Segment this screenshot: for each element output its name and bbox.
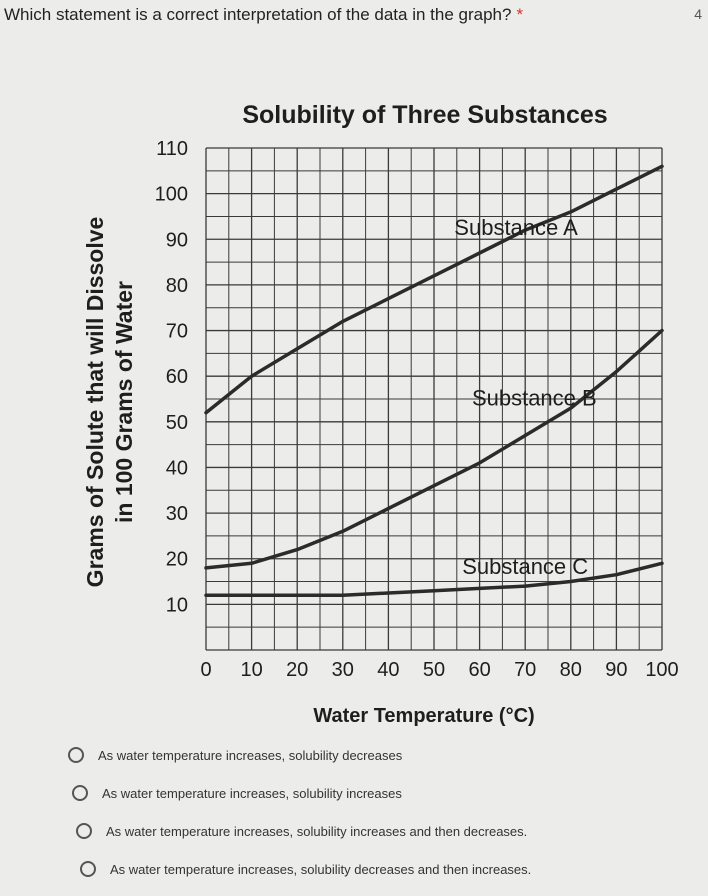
- answer-option-4[interactable]: As water temperature increases, solubili…: [80, 856, 531, 882]
- x-tick-label: 40: [377, 659, 399, 681]
- answer-option-2[interactable]: As water temperature increases, solubili…: [72, 780, 402, 806]
- x-tick-label: 100: [645, 659, 678, 681]
- answer-option-1[interactable]: As water temperature increases, solubili…: [68, 742, 402, 768]
- x-tick-label: 70: [514, 659, 536, 681]
- y-tick-label: 80: [166, 275, 188, 297]
- series-line: [204, 164, 664, 415]
- y-tick-label: 20: [166, 549, 188, 571]
- radio-button[interactable]: [72, 785, 88, 801]
- series-label: Substance C: [462, 554, 588, 579]
- x-tick-label: 50: [423, 659, 445, 681]
- series-line: [204, 561, 664, 597]
- points-value: 4: [694, 6, 702, 22]
- x-tick-label: 20: [286, 659, 308, 681]
- series-labels: Substance A Substance B Substance C: [454, 215, 596, 579]
- y-tick-label: 30: [166, 503, 188, 525]
- radio-button[interactable]: [76, 823, 92, 839]
- series-line: [204, 328, 664, 570]
- y-tick-label: 70: [166, 321, 188, 343]
- radio-button[interactable]: [80, 861, 96, 877]
- question-text: Which statement is a correct interpretat…: [4, 5, 523, 25]
- solubility-chart: Solubility of Three Substances 10 20 30 40 5…: [82, 101, 679, 727]
- series-label: Substance A: [454, 215, 578, 240]
- x-tick-label: 60: [468, 659, 490, 681]
- series-label: Substance B: [472, 386, 597, 411]
- radio-button[interactable]: [68, 747, 84, 763]
- x-tick-label: 0: [200, 659, 211, 681]
- series-lines: [204, 164, 664, 597]
- answer-option-label: As water temperature increases, solubili…: [110, 861, 532, 877]
- y-tick-label: 110: [156, 138, 188, 160]
- y-tick-label: 100: [155, 184, 188, 206]
- x-tick-label: 80: [560, 659, 582, 681]
- answer-option-label: As water temperature increases, solubili…: [102, 785, 402, 801]
- y-tick-label: 90: [166, 229, 188, 251]
- question-header: Which statement is a correct interpretat…: [0, 0, 708, 30]
- y-axis-label-line2: in 100 Grams of Water: [111, 281, 137, 523]
- question-text-label: Which statement is a correct interpretat…: [4, 5, 512, 24]
- x-tick-labels: 0 10 20 30 40 50 60 70 80 90 100: [200, 659, 678, 681]
- y-tick-label: 40: [166, 457, 188, 479]
- x-axis-label: Water Temperature (°C): [313, 705, 534, 727]
- y-tick-labels: 10 20 30 40 50 60 70 80 90 100 110: [155, 138, 188, 616]
- answer-option-label: As water temperature increases, solubili…: [106, 823, 528, 839]
- y-axis-label-line1: Grams of Solute that will Dissolve: [82, 217, 108, 588]
- y-tick-label: 10: [166, 594, 188, 616]
- y-tick-label: 60: [166, 366, 188, 388]
- x-tick-label: 10: [240, 659, 262, 681]
- chart-title: Solubility of Three Substances: [242, 101, 607, 129]
- answer-option-3[interactable]: As water temperature increases, solubili…: [76, 818, 527, 844]
- chart-grid: [205, 147, 663, 651]
- required-marker: *: [516, 5, 524, 24]
- x-tick-label: 30: [332, 659, 354, 681]
- y-tick-label: 50: [166, 412, 188, 434]
- x-tick-label: 90: [605, 659, 627, 681]
- answer-option-label: As water temperature increases, solubili…: [98, 747, 403, 763]
